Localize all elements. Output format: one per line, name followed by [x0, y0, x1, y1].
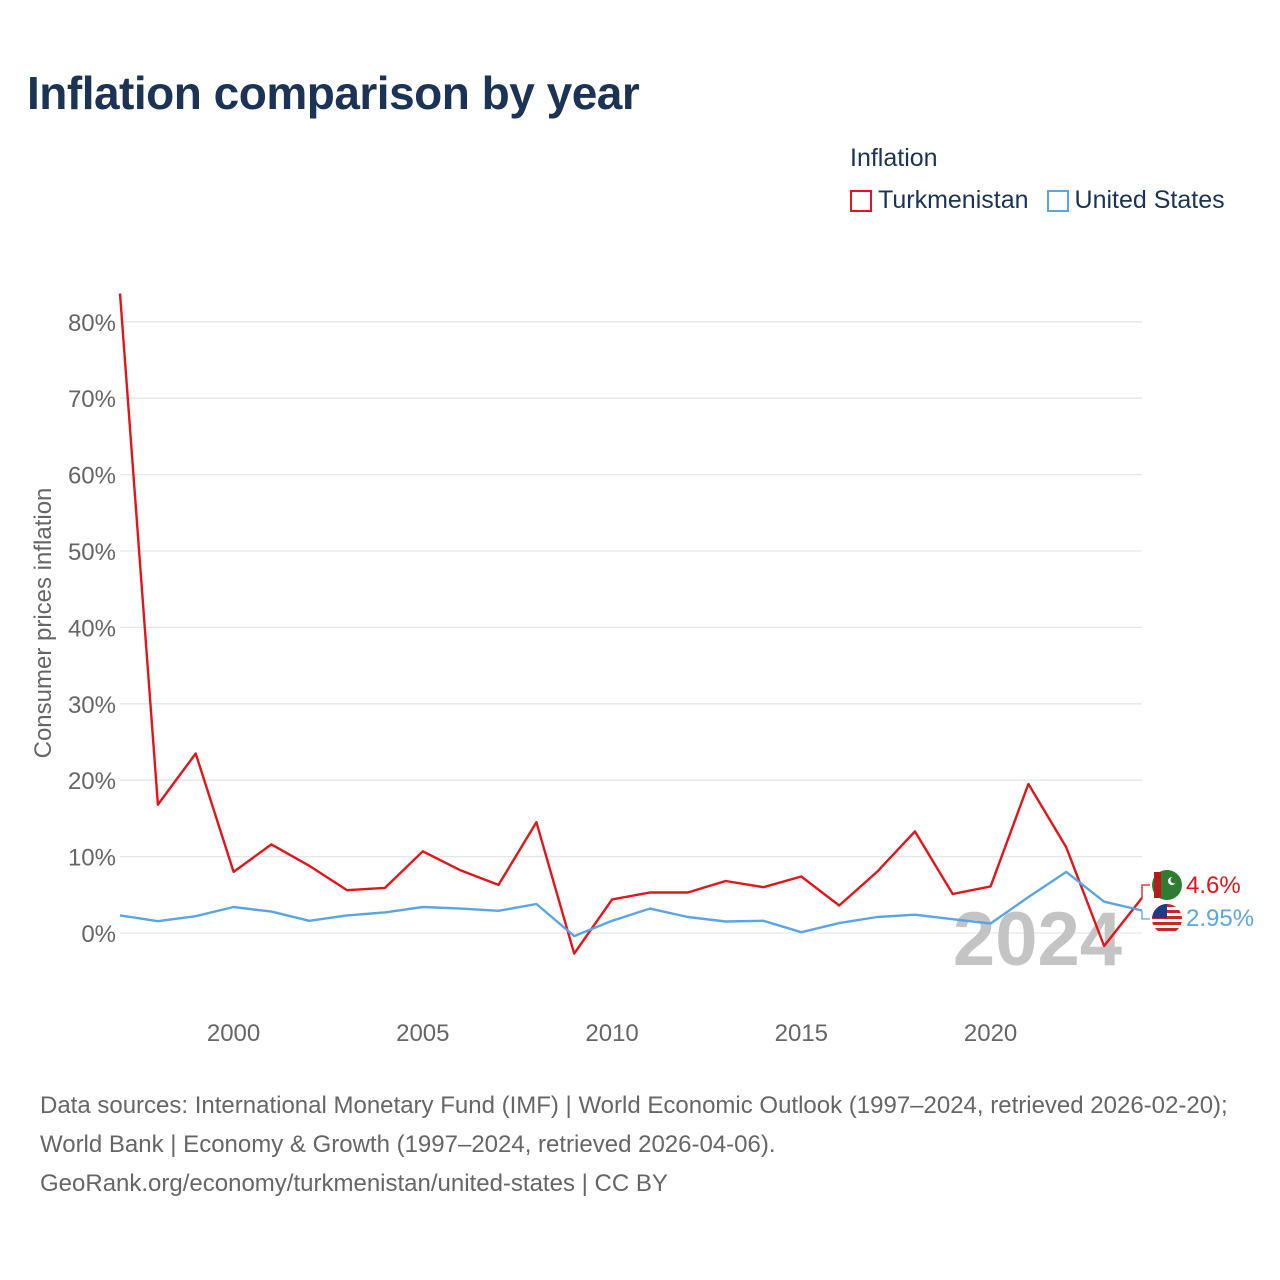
legend-label-turkmenistan: Turkmenistan	[878, 186, 1029, 214]
series-line-turkmenistan[interactable]	[118, 293, 1143, 955]
x-tick-label: 2020	[964, 1020, 1017, 1047]
y-tick-label: 20%	[68, 768, 116, 795]
legend-item-united-states[interactable]: United States	[1046, 186, 1225, 215]
y-tick-label: 10%	[68, 845, 116, 872]
y-tick-label: 40%	[68, 615, 116, 642]
united-states-end-connector	[1141, 910, 1150, 920]
legend-swatch-united-states	[1046, 189, 1069, 212]
turkmenistan-end-value-label: 4.6%	[1186, 872, 1241, 899]
x-tick-label: 2015	[775, 1020, 828, 1047]
united-states-end-value-label: 2.95%	[1186, 905, 1254, 932]
line-chart: 0%10%20%30%40%50%60%70%80% 2000 2005 2010 2…	[30, 293, 1254, 1047]
y-tick-label: 60%	[68, 463, 116, 490]
turkmenistan-end-connector	[1141, 884, 1150, 898]
data-sources-footer: Data sources: International Monetary Fun…	[40, 1086, 1250, 1203]
credit-link[interactable]: GeoRank.org/economy/turkmenistan/united-…	[40, 1170, 668, 1197]
x-tick-label: 2000	[207, 1020, 260, 1047]
x-axis-tick-labels: 2000 2005 2010 2015 2020	[207, 1020, 1017, 1047]
legend-label-united-states: United States	[1074, 186, 1225, 214]
legend-swatch-turkmenistan	[850, 189, 872, 212]
y-tick-label: 0%	[81, 921, 116, 948]
series-end-markers	[1152, 870, 1182, 934]
y-axis-tick-labels: 0% 10% 20% 30% 40% 50% 60% 70% 80%	[68, 310, 116, 948]
year-watermark: 2024	[953, 897, 1122, 982]
x-tick-label: 2010	[585, 1020, 638, 1047]
y-tick-label: 80%	[68, 310, 116, 337]
y-tick-label: 70%	[68, 386, 116, 413]
chart-title: Inflation comparison by year	[27, 67, 640, 119]
y-tick-label: 30%	[68, 692, 116, 719]
legend: Turkmenistan United States	[850, 186, 1225, 215]
x-tick-label: 2005	[396, 1020, 449, 1047]
turkmenistan-flag-icon	[1152, 870, 1182, 900]
y-tick-label: 50%	[68, 539, 116, 566]
legend-title: Inflation	[850, 144, 938, 172]
series-line-united-states[interactable]	[119, 870, 1143, 938]
legend-item-turkmenistan[interactable]: Turkmenistan	[850, 186, 1029, 215]
y-axis-label: Consumer prices inflation	[30, 488, 57, 759]
united-states-flag-icon	[1152, 904, 1182, 934]
gridlines	[120, 321, 1142, 934]
data-sources-text: Data sources: International Monetary Fun…	[40, 1092, 1228, 1158]
series-lines	[118, 293, 1150, 955]
